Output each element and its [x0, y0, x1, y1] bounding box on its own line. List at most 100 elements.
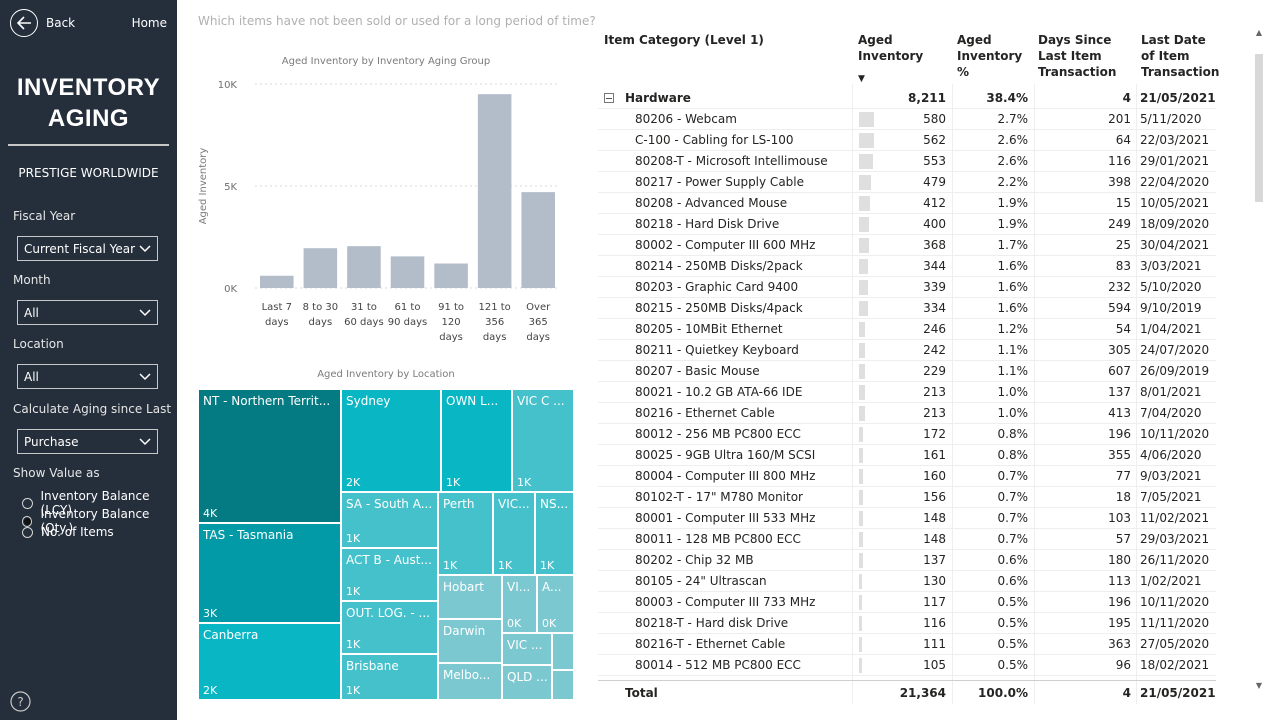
aging-basis-dropdown[interactable]: Purchase [17, 429, 158, 454]
treemap-tile[interactable]: Hobart [438, 575, 502, 619]
table-row[interactable]: 80207 - Basic Mouse 229 1.1% 607 26/09/2019 [598, 361, 1216, 382]
treemap-tile[interactable]: Melbo... [438, 663, 502, 700]
col-aged-inventory[interactable]: Aged Inventory [858, 33, 924, 63]
radio-inventory-balance-qty[interactable]: Inventory Balance (Qty.) [22, 507, 177, 535]
table-row[interactable]: 80025 - 9GB Ultra 160/M SCSI 161 0.8% 355 4/… [598, 445, 1216, 466]
cell-days-since: 249 [1108, 217, 1131, 231]
treemap-tile[interactable]: VIC C ... 1K [512, 389, 574, 492]
scroll-down-icon[interactable]: ▼ [1255, 681, 1263, 690]
table-row[interactable]: 80011 - 128 MB PC800 ECC 148 0.7% 57 29/03/2… [598, 529, 1216, 550]
treemap-tile[interactable]: Sydney 2K [341, 389, 441, 492]
x-tick-label: Last 7 [262, 302, 292, 313]
table-row[interactable]: 80202 - Chip 32 MB 137 0.6% 180 26/11/2020 [598, 550, 1216, 571]
cell-item-name: 80206 - Webcam [635, 112, 737, 126]
cell-item-name: 80215 - 250MB Disks/4pack [635, 301, 803, 315]
cell-days-since: 398 [1108, 175, 1131, 189]
table-row[interactable]: 80004 - Computer III 800 MHz 160 0.7% 77 9/0… [598, 466, 1216, 487]
table-row[interactable]: 80014 - 512 MB PC800 ECC 105 0.5% 96 18/02/2… [598, 655, 1216, 676]
treemap-tile[interactable]: A... 0K [537, 575, 574, 633]
table-row[interactable]: 80218-T - Hard disk Drive 116 0.5% 195 11/11… [598, 613, 1216, 634]
home-button[interactable]: Home [131, 16, 167, 30]
treemap-tile[interactable]: OWN L... 1K [441, 389, 512, 492]
treemap-tile[interactable]: Perth 1K [438, 492, 493, 575]
treemap-tile[interactable]: SA - South A... 1K [341, 492, 438, 548]
data-bar [859, 322, 866, 337]
table-row[interactable]: 80216 - Ethernet Cable 213 1.0% 413 7/04/202… [598, 403, 1216, 424]
cell-days-since: 25 [1115, 238, 1131, 252]
treemap-tile[interactable]: Canberra 2K [198, 623, 341, 700]
cell-days-since: 116 [1108, 154, 1131, 168]
treemap-tile[interactable]: VIC ... [502, 633, 552, 665]
location-dropdown[interactable]: All [17, 364, 158, 389]
treemap-tile-name: ACT B - Aust... [346, 553, 432, 567]
cell-days-since: 201 [1108, 112, 1131, 126]
table-row[interactable]: 80205 - 10MBit Ethernet 246 1.2% 54 1/04/202… [598, 319, 1216, 340]
treemap-tile[interactable]: Darwin [438, 619, 502, 663]
treemap-tile[interactable]: NS... 1K [535, 492, 574, 575]
table-row[interactable]: 80105 - 24" Ultrascan 130 0.6% 113 1/02/2021 [598, 571, 1216, 592]
table-row[interactable]: 80001 - Computer III 533 MHz 148 0.7% 103 11… [598, 508, 1216, 529]
col-last-date[interactable]: Last Date of Item Transaction [1141, 33, 1220, 79]
col-aged-inventory-pct[interactable]: Aged Inventory % [957, 33, 1023, 79]
table-row[interactable]: 80102-T - 17" M780 Monitor 156 0.7% 18 7/05/… [598, 487, 1216, 508]
table-row[interactable]: 80208 - Advanced Mouse 412 1.9% 15 10/05/202… [598, 193, 1216, 214]
cell-days-since: 232 [1108, 280, 1131, 294]
location-label: Location [13, 337, 64, 351]
cell-last-date: 29/01/2021 [1140, 154, 1210, 168]
table-row[interactable]: 80012 - 256 MB PC800 ECC 172 0.8% 196 10/11/… [598, 424, 1216, 445]
table-row[interactable]: 80208-T - Microsoft Intellimouse 553 2.6% 1… [598, 151, 1216, 172]
x-tick-label: 61 to [395, 302, 421, 313]
table-row[interactable]: 80002 - Computer III 600 MHz 368 1.7% 25 30/… [598, 235, 1216, 256]
cell-last-date: 18/02/2021 [1140, 658, 1210, 672]
data-bar [859, 217, 870, 232]
treemap-tile[interactable] [552, 633, 574, 670]
data-bar [859, 616, 862, 631]
fiscal-year-dropdown[interactable]: Current Fiscal Year [17, 236, 158, 261]
radio-no-of-items[interactable]: No. of Items [22, 525, 114, 539]
bar-2 [303, 248, 338, 288]
x-tick-label: days [526, 332, 550, 343]
question-icon[interactable]: ? [10, 691, 31, 712]
cell-aged-pct: 2.6% [997, 154, 1029, 168]
table-row[interactable]: C-100 - Cabling for LS-100 562 2.6% 64 22/03… [598, 130, 1216, 151]
radio-inventory-balance-lcy[interactable]: Inventory Balance (LCY) [22, 489, 177, 517]
table-row[interactable]: 80203 - Graphic Card 9400 339 1.6% 232 5/10/… [598, 277, 1216, 298]
treemap-tile[interactable] [552, 670, 574, 700]
treemap-tile[interactable]: QLD ... [502, 665, 552, 700]
table-row[interactable]: 80217 - Power Supply Cable 479 2.2% 398 22/0… [598, 172, 1216, 193]
table-row[interactable]: 80206 - Webcam 580 2.7% 201 5/11/2020 [598, 109, 1216, 130]
data-bar [859, 259, 868, 274]
sort-desc-icon[interactable]: ▼ [858, 74, 865, 84]
table-row[interactable]: 80214 - 250MB Disks/2pack 344 1.6% 83 3/03/2… [598, 256, 1216, 277]
col-days-since[interactable]: Days Since Last Item Transaction [1038, 33, 1117, 79]
scroll-up-icon[interactable]: ▲ [1255, 28, 1263, 37]
cell-aged-inventory: 400 [923, 217, 946, 231]
cell-item-name: 80021 - 10.2 GB ATA-66 IDE [635, 385, 803, 399]
col-item-category[interactable]: Item Category (Level 1) [604, 33, 764, 47]
table-scrollbar[interactable]: ▲ ▼ [1254, 28, 1264, 690]
treemap-tile[interactable]: TAS - Tasmania 3K [198, 523, 341, 623]
treemap-tile[interactable]: OUT. LOG. - ... 1K [341, 601, 438, 654]
cell-aged-pct: 0.5% [997, 595, 1029, 609]
table-row[interactable]: 80003 - Computer III 733 MHz 117 0.5% 196 10… [598, 592, 1216, 613]
treemap-tile[interactable]: VI... 0K [502, 575, 537, 633]
data-bar [859, 406, 865, 421]
treemap-tile[interactable]: ACT B - Aust... 1K [341, 548, 438, 601]
table-row[interactable]: 80218 - Hard Disk Drive 400 1.9% 249 18/09/2… [598, 214, 1216, 235]
back-button[interactable]: Back [10, 9, 75, 37]
table-row[interactable]: 80021 - 10.2 GB ATA-66 IDE 213 1.0% 137 8/01… [598, 382, 1216, 403]
table-row[interactable]: 80216-T - Ethernet Cable 111 0.5% 363 27/05/… [598, 634, 1216, 655]
collapse-icon[interactable] [604, 93, 614, 103]
month-dropdown[interactable]: All [17, 300, 158, 325]
table-total-row[interactable]: Total 21,364 100.0% 4 21/05/2021 [598, 680, 1216, 704]
table-row[interactable]: 80215 - 250MB Disks/4pack 334 1.6% 594 9/10/… [598, 298, 1216, 319]
cell-days-since: 4 [1122, 685, 1131, 700]
treemap-tile[interactable]: VIC... 1K [493, 492, 535, 575]
treemap-tile[interactable]: NT - Northern Territ... 4K [198, 389, 341, 523]
title-line-2: AGING [47, 105, 130, 132]
treemap-tile[interactable]: Brisbane 1K [341, 654, 438, 700]
table-row[interactable]: 80211 - Quietkey Keyboard 242 1.1% 305 24/07… [598, 340, 1216, 361]
x-tick-label: days [309, 317, 333, 328]
table-group-row[interactable]: Hardware 8,211 38.4% 4 21/05/2021 [598, 88, 1216, 109]
scrollbar-thumb[interactable] [1255, 54, 1263, 202]
